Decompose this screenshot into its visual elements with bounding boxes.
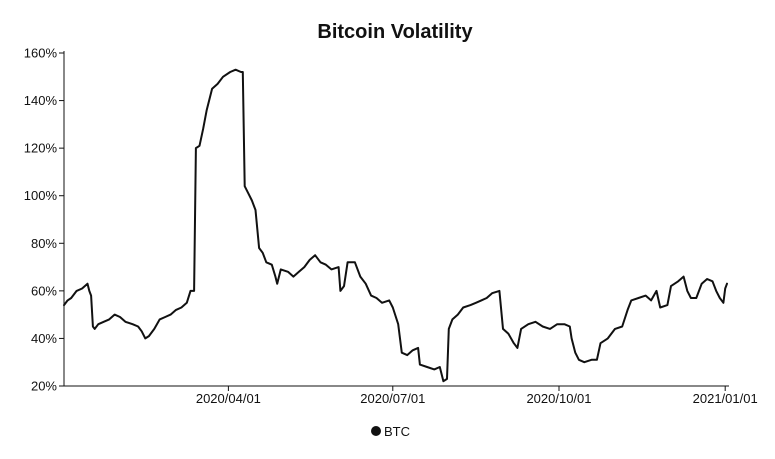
chart-title: Bitcoin Volatility: [317, 21, 473, 43]
y-tick-label: 40%: [31, 331, 57, 346]
series-line-btc: [63, 68, 728, 383]
series-layer: [63, 68, 728, 383]
x-axis: 2020/04/01 2020/07/01 2020/10/01 2021/01/01: [64, 385, 758, 406]
y-tick-label: 140%: [24, 93, 58, 108]
y-tick-label: 60%: [31, 283, 57, 298]
x-tick-label: 2020/07/01: [360, 391, 425, 406]
y-tick-label: 160%: [24, 46, 58, 61]
x-tick-label: 2020/10/01: [526, 391, 591, 406]
legend-marker-btc: [371, 426, 381, 436]
x-tick-label: 2021/01/01: [693, 391, 758, 406]
y-tick-label: 80%: [31, 236, 57, 251]
legend-label-btc: BTC: [384, 424, 410, 439]
y-axis: 20% 40% 60% 80% 100% 120% 140% 160%: [24, 46, 65, 394]
y-tick-label: 20%: [31, 379, 57, 394]
y-tick-label: 120%: [24, 141, 58, 156]
x-tick-label: 2020/04/01: [196, 391, 261, 406]
legend: BTC: [371, 424, 410, 439]
y-tick-label: 100%: [24, 188, 58, 203]
